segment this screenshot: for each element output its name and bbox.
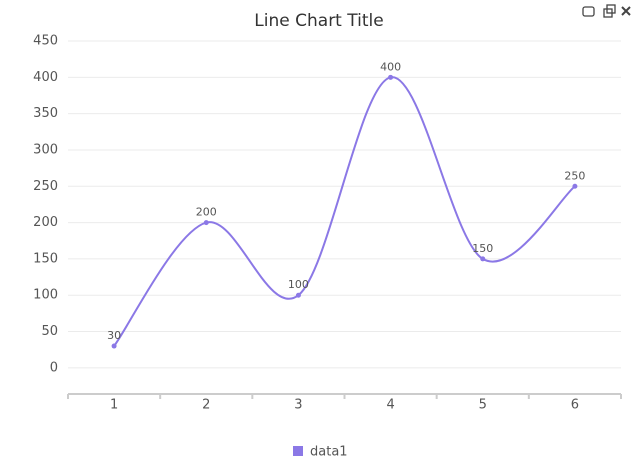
point [480, 256, 486, 262]
y-tick-label: 0 [50, 360, 58, 375]
y-tick-label: 50 [41, 324, 58, 339]
data-label: 400 [380, 60, 401, 73]
x-tick-label: 1 [110, 398, 118, 413]
y-tick-label: 400 [33, 70, 58, 85]
data-label: 200 [196, 206, 217, 219]
close-icon[interactable] [621, 6, 631, 16]
legend-swatch [293, 446, 303, 456]
point [295, 292, 301, 298]
x-tick-label: 4 [386, 398, 394, 413]
y-tick-label: 350 [33, 106, 58, 121]
print-icon[interactable] [582, 6, 595, 17]
y-tick-label: 200 [33, 215, 58, 230]
point [572, 183, 578, 189]
y-tick-label: 250 [33, 179, 58, 194]
chart-title: Line Chart Title [254, 11, 383, 31]
point [203, 220, 209, 226]
point [111, 343, 117, 349]
legend-label: data1 [310, 445, 348, 460]
toolbar[interactable] [582, 4, 631, 18]
data-label: 150 [472, 242, 493, 255]
data-label: 100 [288, 278, 309, 291]
x-tick-label: 3 [294, 398, 302, 413]
data-label: 250 [564, 169, 585, 182]
x-tick-label: 2 [202, 398, 210, 413]
y-tick-label: 300 [33, 142, 58, 157]
y-tick-label: 150 [33, 251, 58, 266]
y-tick-label: 100 [33, 288, 58, 303]
point [388, 74, 394, 80]
x-tick-label: 6 [571, 398, 579, 413]
copy-icon-back [606, 4, 616, 14]
data-label: 30 [107, 329, 121, 342]
line [113, 76, 576, 347]
y-tick-label: 450 [33, 34, 58, 49]
x-tick-label: 5 [479, 398, 487, 413]
